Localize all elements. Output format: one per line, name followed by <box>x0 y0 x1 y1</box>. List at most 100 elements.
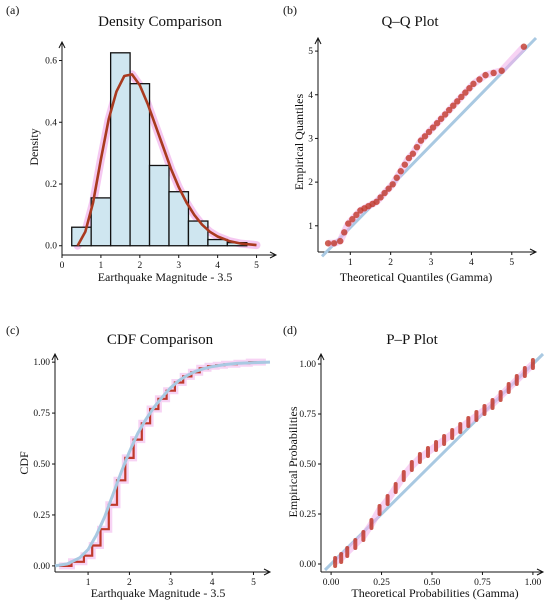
qq-point <box>345 220 352 227</box>
x-tick-label-cdf: 2 <box>127 578 132 588</box>
x-tick-label-density: 5 <box>254 261 259 271</box>
qq-point <box>441 111 449 118</box>
y-tick-label-pp: 1.00 <box>299 360 316 370</box>
qq-point <box>446 106 453 114</box>
title-cdf: CDF Comparison <box>107 332 214 348</box>
pp-point <box>417 452 422 464</box>
qq-point <box>381 189 388 197</box>
histogram-bar <box>187 220 209 247</box>
x-tick-label-qq: 1 <box>348 258 353 268</box>
x-tick-label-pp: 0.25 <box>373 578 390 588</box>
x-tick-label-qq: 3 <box>429 258 434 268</box>
xlabel-pp: Theoretical Probabilities (Gamma) <box>351 586 518 600</box>
pp-point <box>353 538 358 550</box>
y-tick-label-pp: 0.25 <box>299 510 316 520</box>
qq-point <box>409 150 417 157</box>
panel-qq: 1 2 3 4 5 1 2 3 4 5 <box>308 36 538 268</box>
pp-point <box>474 410 479 422</box>
x-arrow-density <box>269 251 278 259</box>
panel-pp: 0.00 0.25 0.50 0.75 1.00 0.00 0.25 0.50 0.75 1.00 <box>299 352 545 588</box>
qq-point <box>385 185 392 192</box>
x-tick-label-density: 3 <box>176 261 181 271</box>
x-tick-label-pp: 1.00 <box>525 578 542 588</box>
y-arrow-qq <box>314 36 322 45</box>
qq-point <box>330 240 338 247</box>
qq-point <box>341 229 348 236</box>
pp-point <box>361 530 366 542</box>
qq-point <box>490 69 497 77</box>
qq-point <box>437 115 445 122</box>
qq-point <box>466 85 473 92</box>
panel-label-a: (a) <box>6 3 19 17</box>
qq-point <box>433 119 441 127</box>
x-tick-label-density: 2 <box>137 261 142 271</box>
ecdf-highlight <box>59 358 266 570</box>
theoretical-cdf-curve <box>54 360 271 568</box>
pp-point <box>442 434 447 446</box>
y-tick-label-density: 0.0 <box>45 242 57 252</box>
x-tick-label-cdf: 4 <box>210 578 215 588</box>
qq-point <box>458 93 465 101</box>
title-pp: P–P Plot <box>386 332 438 348</box>
qq-point <box>476 76 483 83</box>
qq-point <box>389 181 396 188</box>
histogram-bar <box>129 83 151 247</box>
y-tick-label-pp: 0.50 <box>299 460 316 470</box>
y-tick-label-qq: 4 <box>308 91 313 101</box>
qq-point <box>450 102 457 109</box>
x-tick-label-qq: 2 <box>388 258 393 268</box>
pp-point <box>434 440 439 452</box>
title-density: Density Comparison <box>98 14 222 30</box>
qq-point <box>454 98 461 105</box>
y-tick-label-cdf: 0.00 <box>33 562 50 572</box>
x-tick-label-qq: 4 <box>469 258 474 268</box>
y-arrow-density <box>58 40 66 49</box>
x-tick-label-density: 4 <box>215 261 220 271</box>
qq-point <box>405 154 413 162</box>
title-qq: Q–Q Plot <box>381 14 439 30</box>
qq-point <box>401 161 408 168</box>
xlabel-qq: Theoretical Quantiles (Gamma) <box>340 270 493 284</box>
x-arrow-pp <box>536 568 545 576</box>
y-tick-label-cdf: 1.00 <box>33 358 50 368</box>
panel-cdf: 1 2 3 4 5 0.00 0.25 0.50 0.75 1.00 <box>33 352 272 588</box>
pp-point <box>409 460 414 472</box>
y-arrow-cdf <box>51 352 59 361</box>
y-tick-label-pp: 0.00 <box>299 560 316 570</box>
xlabel-cdf: Earthquake Magnitude - 3.5 <box>91 586 226 600</box>
ylabel-density: Density <box>27 128 41 165</box>
qq-point <box>520 43 528 50</box>
panel-label-d: (d) <box>283 323 297 337</box>
qq-point <box>393 174 400 181</box>
x-tick-label-cdf: 5 <box>251 578 256 588</box>
panel-label-c: (c) <box>6 323 19 337</box>
qq-point <box>429 124 437 131</box>
xlabel-density: Earthquake Magnitude - 3.5 <box>98 270 233 284</box>
qq-point <box>397 168 404 175</box>
pp-point <box>530 358 535 370</box>
pp-point <box>345 546 350 558</box>
ylabel-pp: Empirical Probabilities <box>286 406 300 517</box>
pp-point <box>490 398 495 410</box>
empirical-cdf-step <box>59 361 266 567</box>
x-arrow-qq <box>529 248 538 256</box>
pp-point <box>522 366 527 378</box>
pp-point <box>339 552 344 564</box>
y-tick-label-qq: 1 <box>308 222 313 232</box>
x-tick-label-density: 1 <box>99 261 104 271</box>
histogram-bar <box>168 191 190 247</box>
x-tick-label-qq: 5 <box>509 258 514 268</box>
x-arrow-cdf <box>263 568 272 576</box>
x-tick-label-pp: 0.50 <box>424 578 441 588</box>
qq-point <box>377 194 384 201</box>
pp-point <box>514 374 519 386</box>
qq-point <box>425 128 433 136</box>
y-tick-label-cdf: 0.75 <box>33 409 50 419</box>
panel-label-b: (b) <box>283 3 297 17</box>
ylabel-cdf: CDF <box>17 451 31 475</box>
qq-point <box>373 198 380 205</box>
pp-point <box>333 556 338 568</box>
x-tick-label-density: 0 <box>60 261 65 271</box>
qq-point <box>417 137 425 144</box>
